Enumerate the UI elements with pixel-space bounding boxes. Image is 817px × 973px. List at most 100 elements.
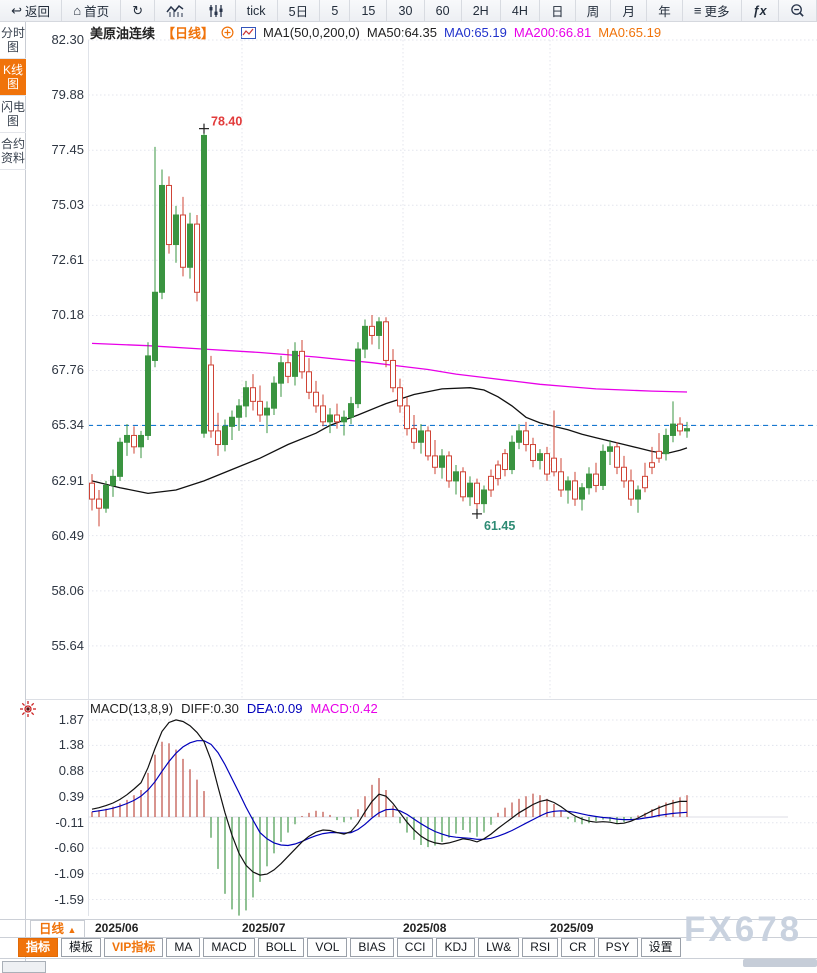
toolbar-button-period-2h[interactable]: 2H	[462, 0, 501, 21]
toolbar-button-home[interactable]: ⌂ 首页	[62, 0, 122, 21]
macd-chart-canvas[interactable]	[88, 706, 817, 916]
period-dropdown-button[interactable]: 日线 ▲	[30, 920, 86, 938]
toolbar-button-refresh[interactable]: ↻	[121, 0, 156, 21]
indicator-settings-sun-icon[interactable]	[19, 700, 37, 718]
toolbar-button-zoom-out[interactable]	[779, 0, 817, 21]
toolbar-label-period-60: 60	[435, 3, 450, 18]
ma200-value: MA200:66.81	[513, 25, 592, 40]
price-chart-canvas[interactable]: 78.40 61.45	[88, 22, 817, 698]
toolbar-label-back: 返回	[25, 5, 51, 19]
panel-divider	[26, 699, 817, 700]
price-axis-label: 75.03	[51, 197, 84, 213]
toolbar-label-home: 首页	[84, 5, 110, 19]
tab-kdj[interactable]: KDJ	[436, 938, 476, 957]
toolbar-button-period-day[interactable]: 日	[540, 0, 576, 21]
tab-templates[interactable]: 模板	[61, 938, 102, 957]
toolbar-button-fx[interactable]: ƒx	[742, 0, 779, 21]
toolbar-button-more[interactable]: ≡ 更多	[683, 0, 742, 21]
toolbar-label-fx: ƒx	[752, 3, 767, 18]
tab-cr[interactable]: CR	[561, 938, 595, 957]
toolbar-label-more: 更多	[704, 5, 730, 19]
add-indicator-icon[interactable]	[221, 26, 234, 39]
toolbar-button-period-5d[interactable]: 5日	[278, 0, 321, 21]
sidebar-item-kline-chart[interactable]: K线图	[0, 59, 26, 96]
tab-vol[interactable]: VOL	[307, 938, 348, 957]
zoom-out-icon	[790, 3, 805, 18]
toolbar-button-period-5[interactable]: 5	[320, 0, 351, 21]
tab-vip-indicators[interactable]: VIP指标	[104, 938, 164, 957]
tab-lw[interactable]: LW&	[478, 938, 520, 957]
price-axis-label: 82.30	[51, 32, 84, 47]
toolbar-label-period-5: 5	[331, 3, 339, 18]
sidebar-item-flash-chart[interactable]: 闪电图	[0, 96, 26, 133]
tab-bias[interactable]: BIAS	[350, 938, 394, 957]
chart-type-sidebar: 分时图 K线图 闪电图 合约资料	[0, 22, 26, 971]
tab-cci[interactable]: CCI	[396, 938, 434, 957]
price-axis-label: 77.45	[51, 142, 84, 158]
macd-axis-label: -1.59	[54, 891, 84, 907]
clipped-bottom-tab	[2, 961, 46, 973]
price-axis-label: 58.06	[51, 582, 84, 598]
toolbar-button-period-year[interactable]: 年	[647, 0, 683, 21]
period-dropdown-label: 日线	[39, 922, 65, 936]
toolbar-label-period-week: 周	[586, 5, 600, 19]
toolbar-label-period-year: 年	[658, 5, 671, 19]
tab-rsi[interactable]: RSI	[522, 938, 559, 957]
toolbar-label-period-day: 日	[551, 5, 564, 19]
x-axis-label: 2025/09	[550, 921, 594, 935]
ma0-orange-value: MA0:65.19	[598, 25, 662, 40]
macd-value: MACD:0.42	[310, 701, 378, 716]
tab-psy[interactable]: PSY	[597, 938, 638, 957]
horizontal-scrollbar-thumb[interactable]	[743, 959, 817, 967]
watermark: FX678	[684, 910, 803, 949]
triangle-up-icon: ▲	[67, 925, 77, 935]
date-row-bottom-border	[0, 937, 817, 938]
tabs-bottom-border	[0, 958, 817, 959]
ma50-value: MA50:64.35	[366, 25, 437, 40]
tab-ma[interactable]: MA	[166, 938, 201, 957]
price-axis-label: 67.76	[51, 362, 84, 378]
sidebar-item-contract-info[interactable]: 合约资料	[0, 133, 26, 170]
toolbar-button-period-month[interactable]: 月	[611, 0, 648, 21]
menu-icon: ≡	[693, 3, 702, 18]
toolbar-button-period-60[interactable]: 60	[425, 0, 462, 21]
candles-group	[89, 128, 690, 527]
x-axis-label: 2025/07	[242, 921, 286, 935]
tab-macd[interactable]: MACD	[203, 938, 255, 957]
period-label: 【日线】	[162, 26, 215, 41]
toolbar-button-period-30[interactable]: 30	[387, 0, 425, 21]
macd-axis-label: -0.60	[54, 840, 84, 856]
macd-axis-label: 1.38	[58, 737, 84, 753]
toolbar-label-period-30: 30	[398, 3, 413, 18]
tab-settings[interactable]: 设置	[640, 938, 681, 957]
x-axis-label: 2025/08	[403, 921, 447, 935]
macd-definition: MACD(13,8,9)	[90, 701, 174, 716]
indicator-tab-bar: 指标 模板 VIP指标 MA MACD BOLL VOL BIAS CCI KDJ LW& RSI CR…	[18, 938, 684, 957]
toolbar-label-period-2h: 2H	[472, 3, 489, 18]
indicator-icon[interactable]	[241, 26, 257, 39]
macd-axis-label: 0.39	[58, 788, 84, 804]
tab-indicators[interactable]: 指标	[18, 938, 59, 957]
tab-boll[interactable]: BOLL	[257, 938, 305, 957]
dea-value: DEA:0.09	[246, 701, 303, 716]
sidebar-item-time-chart[interactable]: 分时图	[0, 22, 26, 59]
toolbar-button-period-15[interactable]: 15	[350, 0, 388, 21]
toolbar-label-period-5d: 5日	[288, 5, 309, 19]
symbol-name: 美原油连续	[90, 26, 156, 41]
diff-value: DIFF:0.30	[181, 701, 239, 716]
price-axis-label: 79.88	[51, 86, 84, 102]
toolbar-button-period-tick[interactable]: tick	[236, 0, 278, 21]
price-annotation: 61.45	[484, 519, 515, 533]
toolbar-button-back[interactable]: ↩ 返回	[0, 0, 63, 21]
date-row-top-border	[0, 919, 817, 920]
refresh-icon: ↻	[132, 3, 144, 18]
toolbar-button-candle-mode[interactable]	[196, 0, 236, 21]
macd-axis-label: -1.09	[54, 865, 84, 881]
toolbar-button-period-4h[interactable]: 4H	[501, 0, 540, 21]
toolbar-button-line-chart-mode[interactable]	[155, 0, 197, 21]
macd-axis-label: -0.11	[55, 814, 84, 830]
toolbar-label-period-15: 15	[361, 3, 376, 18]
macd-axis-label: 0.88	[58, 763, 84, 779]
toolbar-button-period-week[interactable]: 周	[576, 0, 612, 21]
price-axis-label: 60.49	[51, 527, 84, 543]
